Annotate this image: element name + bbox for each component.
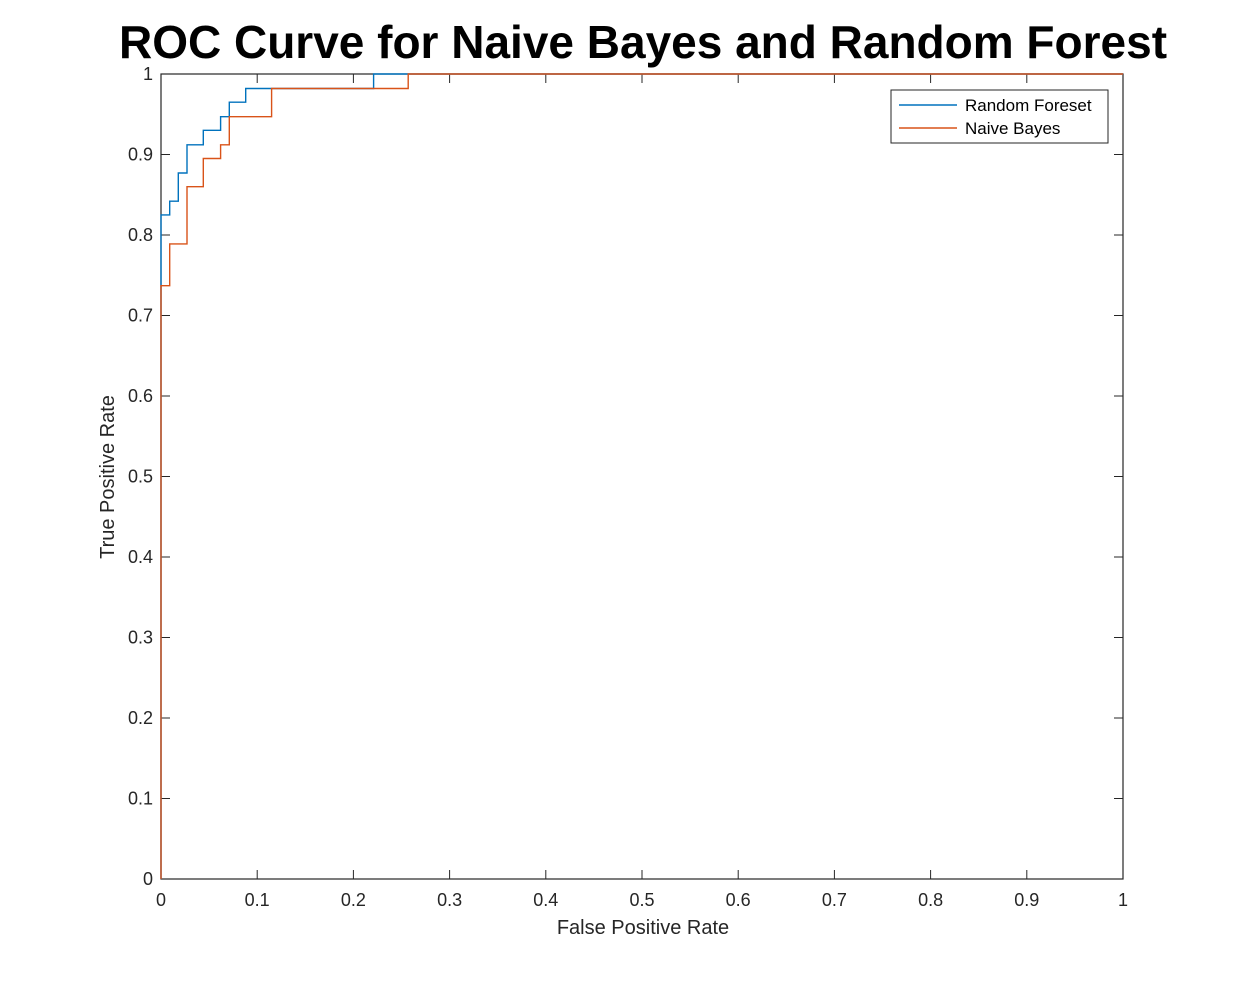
x-tick-label: 0.5 [629, 890, 654, 910]
x-tick-label: 0.4 [533, 890, 558, 910]
x-tick-label: 0.7 [822, 890, 847, 910]
series-line-random-forest [160, 73, 1123, 879]
y-tick-label: 1 [143, 64, 153, 84]
y-tick-label: 0.2 [128, 708, 153, 728]
legend-label: Naive Bayes [965, 119, 1060, 138]
x-tick-label: 0.1 [245, 890, 270, 910]
x-tick-label: 0.9 [1014, 890, 1039, 910]
y-tick-label: 0.5 [128, 467, 153, 487]
y-tick-label: 0.1 [128, 789, 153, 809]
y-tick-label: 0.7 [128, 306, 153, 326]
y-tick-label: 0.9 [128, 145, 153, 165]
axes-box [160, 73, 1124, 880]
chart-title: ROC Curve for Naive Bayes and Random For… [119, 16, 1167, 68]
y-tick-label: 0.6 [128, 386, 153, 406]
y-tick-label: 0.3 [128, 628, 153, 648]
series-line-naive-bayes [160, 73, 1123, 879]
x-tick-label: 0 [156, 890, 166, 910]
x-tick-label: 1 [1118, 890, 1128, 910]
y-axis-label: True Positive Rate [97, 395, 119, 559]
x-tick-label: 0.8 [918, 890, 943, 910]
y-tick-label: 0.4 [128, 547, 153, 567]
x-tick-label: 0.6 [726, 890, 751, 910]
x-tick-label: 0.2 [341, 890, 366, 910]
legend: Random Foreset Naive Bayes [890, 89, 1109, 144]
y-tick-label: 0 [143, 869, 153, 889]
x-axis-label: False Positive Rate [557, 917, 729, 939]
legend-label: Random Foreset [965, 96, 1092, 115]
y-tick-label: 0.8 [128, 225, 153, 245]
legend-box [890, 89, 1109, 144]
plot-area: 0 0.1 0.2 0.3 0.4 0.5 0.6 0.7 0.8 0.9 1 0 0.1 0.2 0.3 0… [128, 64, 1128, 910]
x-tick-label: 0.3 [437, 890, 462, 910]
